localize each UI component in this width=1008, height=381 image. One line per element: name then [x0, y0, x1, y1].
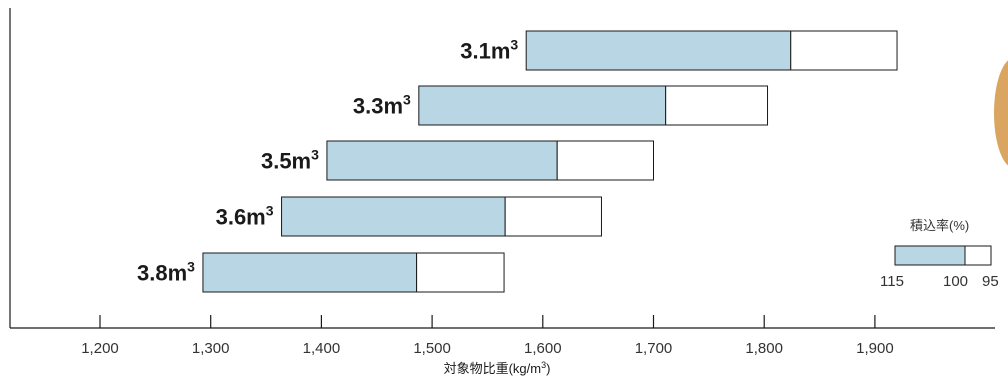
bar-segment-filled — [326, 140, 558, 181]
x-tick-label: 1,900 — [856, 340, 894, 357]
legend-empty-segment — [964, 245, 992, 266]
bar-segment-filled — [525, 30, 792, 71]
x-tick-label: 1,500 — [413, 340, 451, 357]
x-tick-label: 1,800 — [745, 340, 783, 357]
bar-segment-empty — [416, 252, 505, 293]
bar-segment-filled — [202, 252, 418, 293]
bars: 3.1m3 3.3m3 3.5m3 3.6m3 3.8m3 — [137, 30, 898, 293]
decorative-shape — [994, 58, 1008, 168]
bar-segment-filled — [281, 196, 506, 237]
legend-title: 積込率(%) — [910, 218, 969, 233]
x-tick-label: 1,700 — [635, 340, 673, 357]
legend-filled-segment — [894, 245, 966, 266]
axes — [9, 8, 995, 329]
bar-segment-empty — [665, 85, 769, 126]
x-tick-label: 1,600 — [524, 340, 562, 357]
bar-label: 3.6m3 — [216, 203, 274, 230]
x-axis-label: 対象物比重(kg/m3) — [444, 360, 551, 376]
legend: 積込率(%) 115 100 95 — [880, 218, 999, 290]
legend-value-100: 100 — [943, 273, 968, 290]
legend-value-115: 115 — [880, 273, 904, 290]
bar-label: 3.8m3 — [137, 259, 195, 286]
bar-label: 3.3m3 — [353, 92, 411, 119]
bar-segment-empty — [556, 140, 654, 181]
bar-label: 3.1m3 — [460, 37, 518, 64]
x-ticks: 1,200 1,300 1,400 1,500 1,600 1,700 1,800 1,900 — [81, 315, 894, 357]
x-tick-label: 1,200 — [81, 340, 119, 357]
legend-value-95: 95 — [982, 273, 999, 290]
x-tick-label: 1,300 — [192, 340, 230, 357]
bar-label: 3.5m3 — [261, 147, 319, 174]
bar-segment-empty — [504, 196, 602, 237]
bar-segment-empty — [790, 30, 898, 71]
bar-segment-filled — [418, 85, 667, 126]
x-tick-label: 1,400 — [303, 340, 341, 357]
